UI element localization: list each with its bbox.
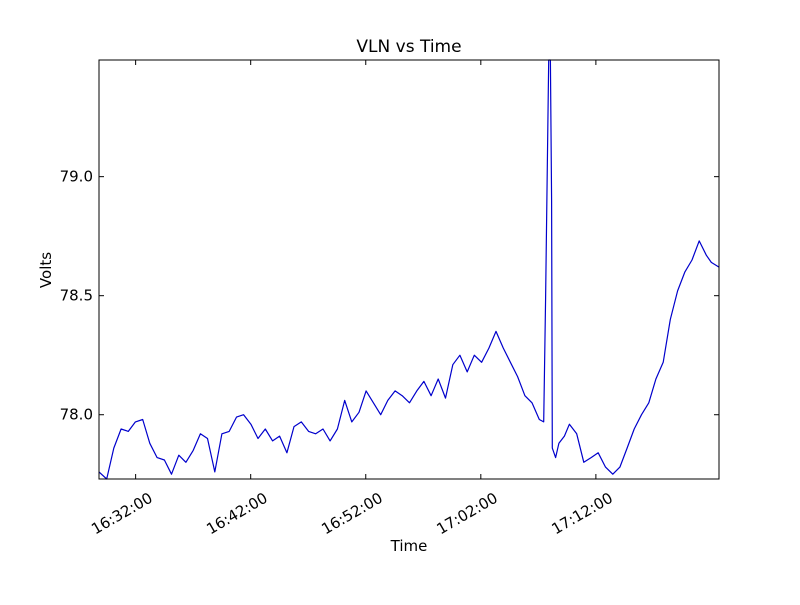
plot-frame — [98, 59, 720, 480]
x-tick-label: 16:42:00 — [203, 489, 270, 538]
series-layer — [98, 59, 720, 480]
y-axis-label: Volts — [37, 252, 55, 288]
x-tick-label: 17:12:00 — [549, 489, 616, 538]
x-tick-label: 16:52:00 — [318, 489, 385, 538]
y-tick-label: 78.0 — [60, 406, 93, 424]
y-tick-label: 78.5 — [60, 287, 93, 305]
x-tick-label: 17:02:00 — [433, 489, 500, 538]
y-tick-label: 79.0 — [60, 168, 93, 186]
x-tick-label: 16:32:00 — [88, 489, 155, 538]
plot-area — [98, 59, 720, 480]
y-axis-ticks: 78.0 78.5 79.0 — [60, 168, 719, 424]
series-line-0 — [98, 59, 720, 480]
x-axis-label: Time — [390, 537, 428, 555]
plot-background — [99, 60, 719, 479]
chart-title: VLN vs Time — [356, 37, 461, 57]
